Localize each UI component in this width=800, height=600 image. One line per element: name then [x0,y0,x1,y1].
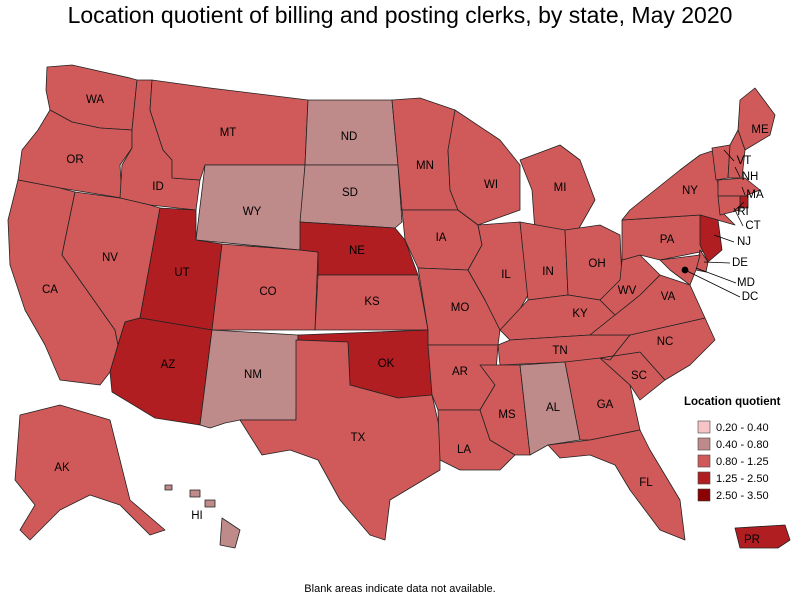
state-label-ky: KY [572,308,588,320]
state-label-mo: MO [451,302,470,314]
state-label-oh: OH [588,258,605,270]
state-tx [239,339,441,541]
state-label-ma: MA [746,189,764,201]
state-label-ga: GA [597,399,614,411]
legend-label-2: 0.80 - 1.25 [716,456,769,468]
state-label-mi: MI [554,182,567,194]
state-md [659,254,701,286]
state-label-wy: WY [243,206,262,218]
state-label-nd: ND [341,131,358,143]
state-label-sc: SC [631,370,647,382]
state-label-ri: RI [737,206,749,218]
state-label-nc: NC [657,336,674,348]
state-label-wa: WA [86,94,104,106]
state-label-ak: AK [54,462,70,474]
state-label-pr: PR [744,534,760,546]
state-wi [447,109,521,226]
state-label-de: DE [732,257,748,269]
state-al [519,361,581,456]
state-label-in: IN [542,266,554,278]
state-label-ut: UT [174,267,189,279]
state-label-nm: NM [244,369,262,381]
state-label-md: MD [737,277,755,289]
map-title: Location quotient of billing and posting… [67,2,733,28]
state-label-mn: MN [416,160,434,172]
state-label-wv: WV [618,285,637,297]
legend-label-0: 0.20 - 0.40 [716,422,769,434]
state-label-va: VA [661,291,676,303]
state-label-nv: NV [102,252,118,264]
leader-line-dc [684,269,741,298]
legend-label-1: 0.40 - 0.80 [716,439,769,451]
leader-line-md [695,267,737,284]
legend-swatch-2 [697,454,711,468]
legend-swatch-4 [697,488,711,502]
state-wv [599,254,661,316]
state-label-nj: NJ [737,236,751,248]
labels-layer: WA OR CA ID NV MT WY UT AZ CO NM ND SD NE KS OK TX MN IA MO… [42,94,769,546]
dc-marker [681,266,689,274]
state-nj [699,214,723,263]
state-label-dc: DC [742,291,759,303]
state-label-or: OR [66,154,83,166]
state-me [737,87,776,151]
state-label-tn: TN [552,345,567,357]
legend-title: Location quotient [684,396,781,408]
state-fl [547,429,686,541]
state-ak [14,404,166,541]
state-pr [734,524,791,549]
state-label-vt: VT [737,155,752,167]
state-label-ny: NY [682,185,698,197]
state-label-ca: CA [42,284,58,296]
state-label-co: CO [259,286,276,298]
state-label-ia: IA [436,232,447,244]
state-label-la: LA [457,444,471,456]
leader-line-nj [713,234,735,243]
state-mi [519,144,596,233]
state-label-ar: AR [452,366,468,378]
state-label-ct: CT [745,220,760,232]
leader-line-de [703,261,731,264]
state-ma [717,177,761,197]
leader-lines [681,149,746,298]
state-sd [299,164,403,229]
state-label-ks: KS [364,296,380,308]
state-az [109,317,213,426]
state-label-ms: MS [498,409,516,421]
state-nh [727,129,746,179]
leader-line-vt [723,149,735,162]
legend-label-4: 2.50 - 3.50 [716,490,769,502]
legend-swatch-0 [697,420,711,434]
state-in [519,221,569,301]
legend-label-3: 1.25 - 2.50 [716,473,769,485]
state-label-wi: WI [484,179,498,191]
leader-line-ma [741,186,746,196]
leader-line-ct [733,207,744,227]
state-label-hi: HI [191,510,203,522]
legend-swatch-1 [697,437,711,451]
state-label-ok: OK [378,358,395,370]
states-layer [7,64,791,549]
state-label-ne: NE [349,245,365,257]
state-label-sd: SD [342,187,358,199]
state-hi [164,484,241,549]
legend-swatch-3 [697,471,711,485]
legend: Location quotient 0.20 - 0.40 0.40 - 0.80 0… [684,396,781,502]
state-label-fl: FL [639,477,653,489]
state-label-pa: PA [660,234,675,246]
state-label-nh: NH [742,171,759,183]
leader-line-nh [734,166,741,178]
state-co [211,243,319,331]
state-label-mt: MT [220,127,237,139]
state-label-al: AL [546,402,561,414]
state-label-tx: TX [351,432,366,444]
state-label-il: IL [501,269,511,281]
state-label-az: AZ [161,359,176,371]
state-label-id: ID [152,181,164,193]
state-label-me: ME [751,124,769,136]
footnote: Blank areas indicate data not available. [304,583,496,595]
state-mt [149,79,309,181]
